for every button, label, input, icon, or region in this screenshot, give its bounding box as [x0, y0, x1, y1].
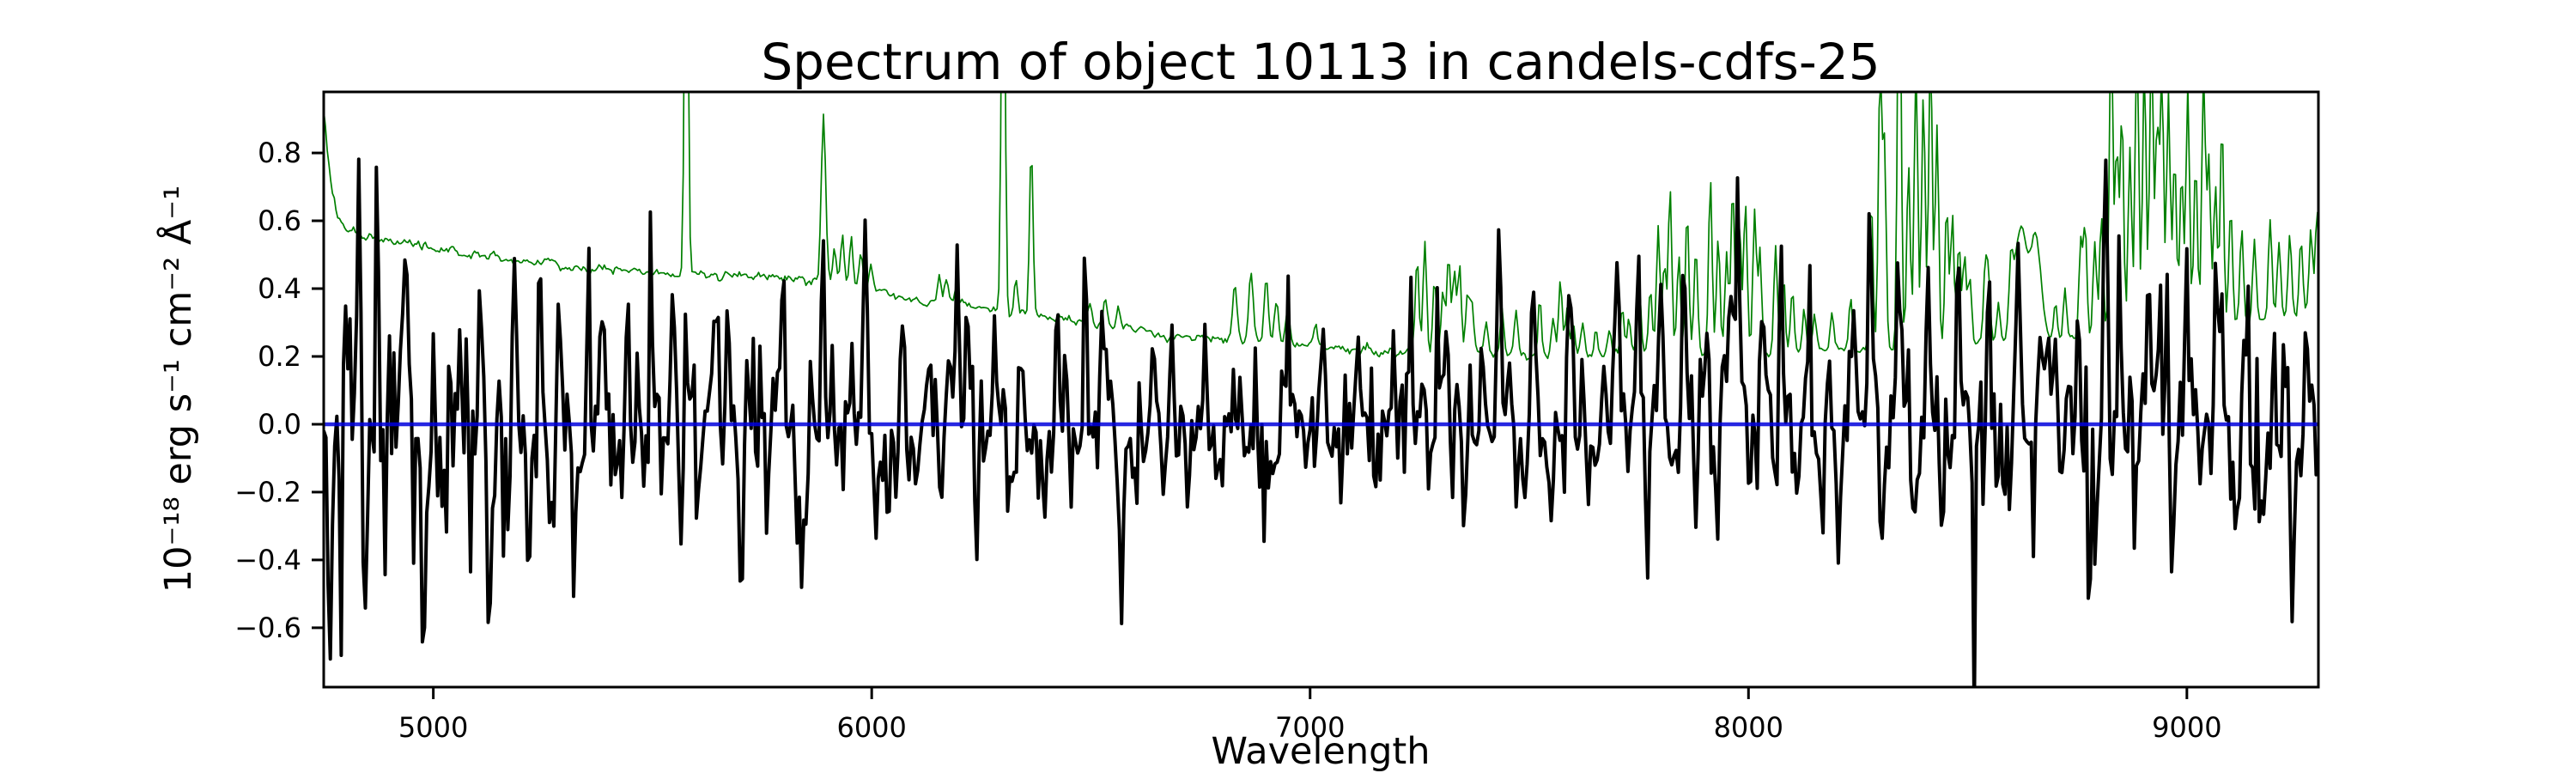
y-tick-label: −0.6	[234, 612, 301, 644]
y-tick-label: 0.4	[258, 272, 301, 305]
y-tick-label: 0.8	[258, 137, 301, 169]
x-tick-label: 7000	[1275, 711, 1345, 744]
y-axis-label: 10⁻¹⁸ erg s⁻¹ cm⁻² Å⁻¹	[156, 186, 200, 593]
chart-title: Spectrum of object 10113 in candels-cdfs…	[761, 33, 1880, 91]
x-axis-label: Wavelength	[1211, 730, 1430, 773]
plot-area	[324, 92, 2318, 687]
x-tick-label: 6000	[836, 711, 906, 744]
y-tick-label: −0.4	[234, 544, 301, 576]
y-tick-label: −0.2	[234, 476, 301, 508]
plot-frame	[322, 90, 2320, 689]
axes-layer: 5000 6000 7000 8000 9000 0.8 0.6 0.4 0.2 0.0 −0.2 −…	[234, 90, 2320, 744]
x-tick-label: 5000	[398, 711, 468, 744]
x-tick-label: 8000	[1714, 711, 1783, 744]
series-layer	[324, 92, 2318, 687]
y-tick-label: 0.0	[258, 408, 301, 441]
flux-spectrum-line	[324, 157, 2318, 687]
x-tick-label: 9000	[2152, 711, 2221, 744]
y-tick-label: 0.2	[258, 340, 301, 373]
y-tick-label: 0.6	[258, 204, 301, 237]
